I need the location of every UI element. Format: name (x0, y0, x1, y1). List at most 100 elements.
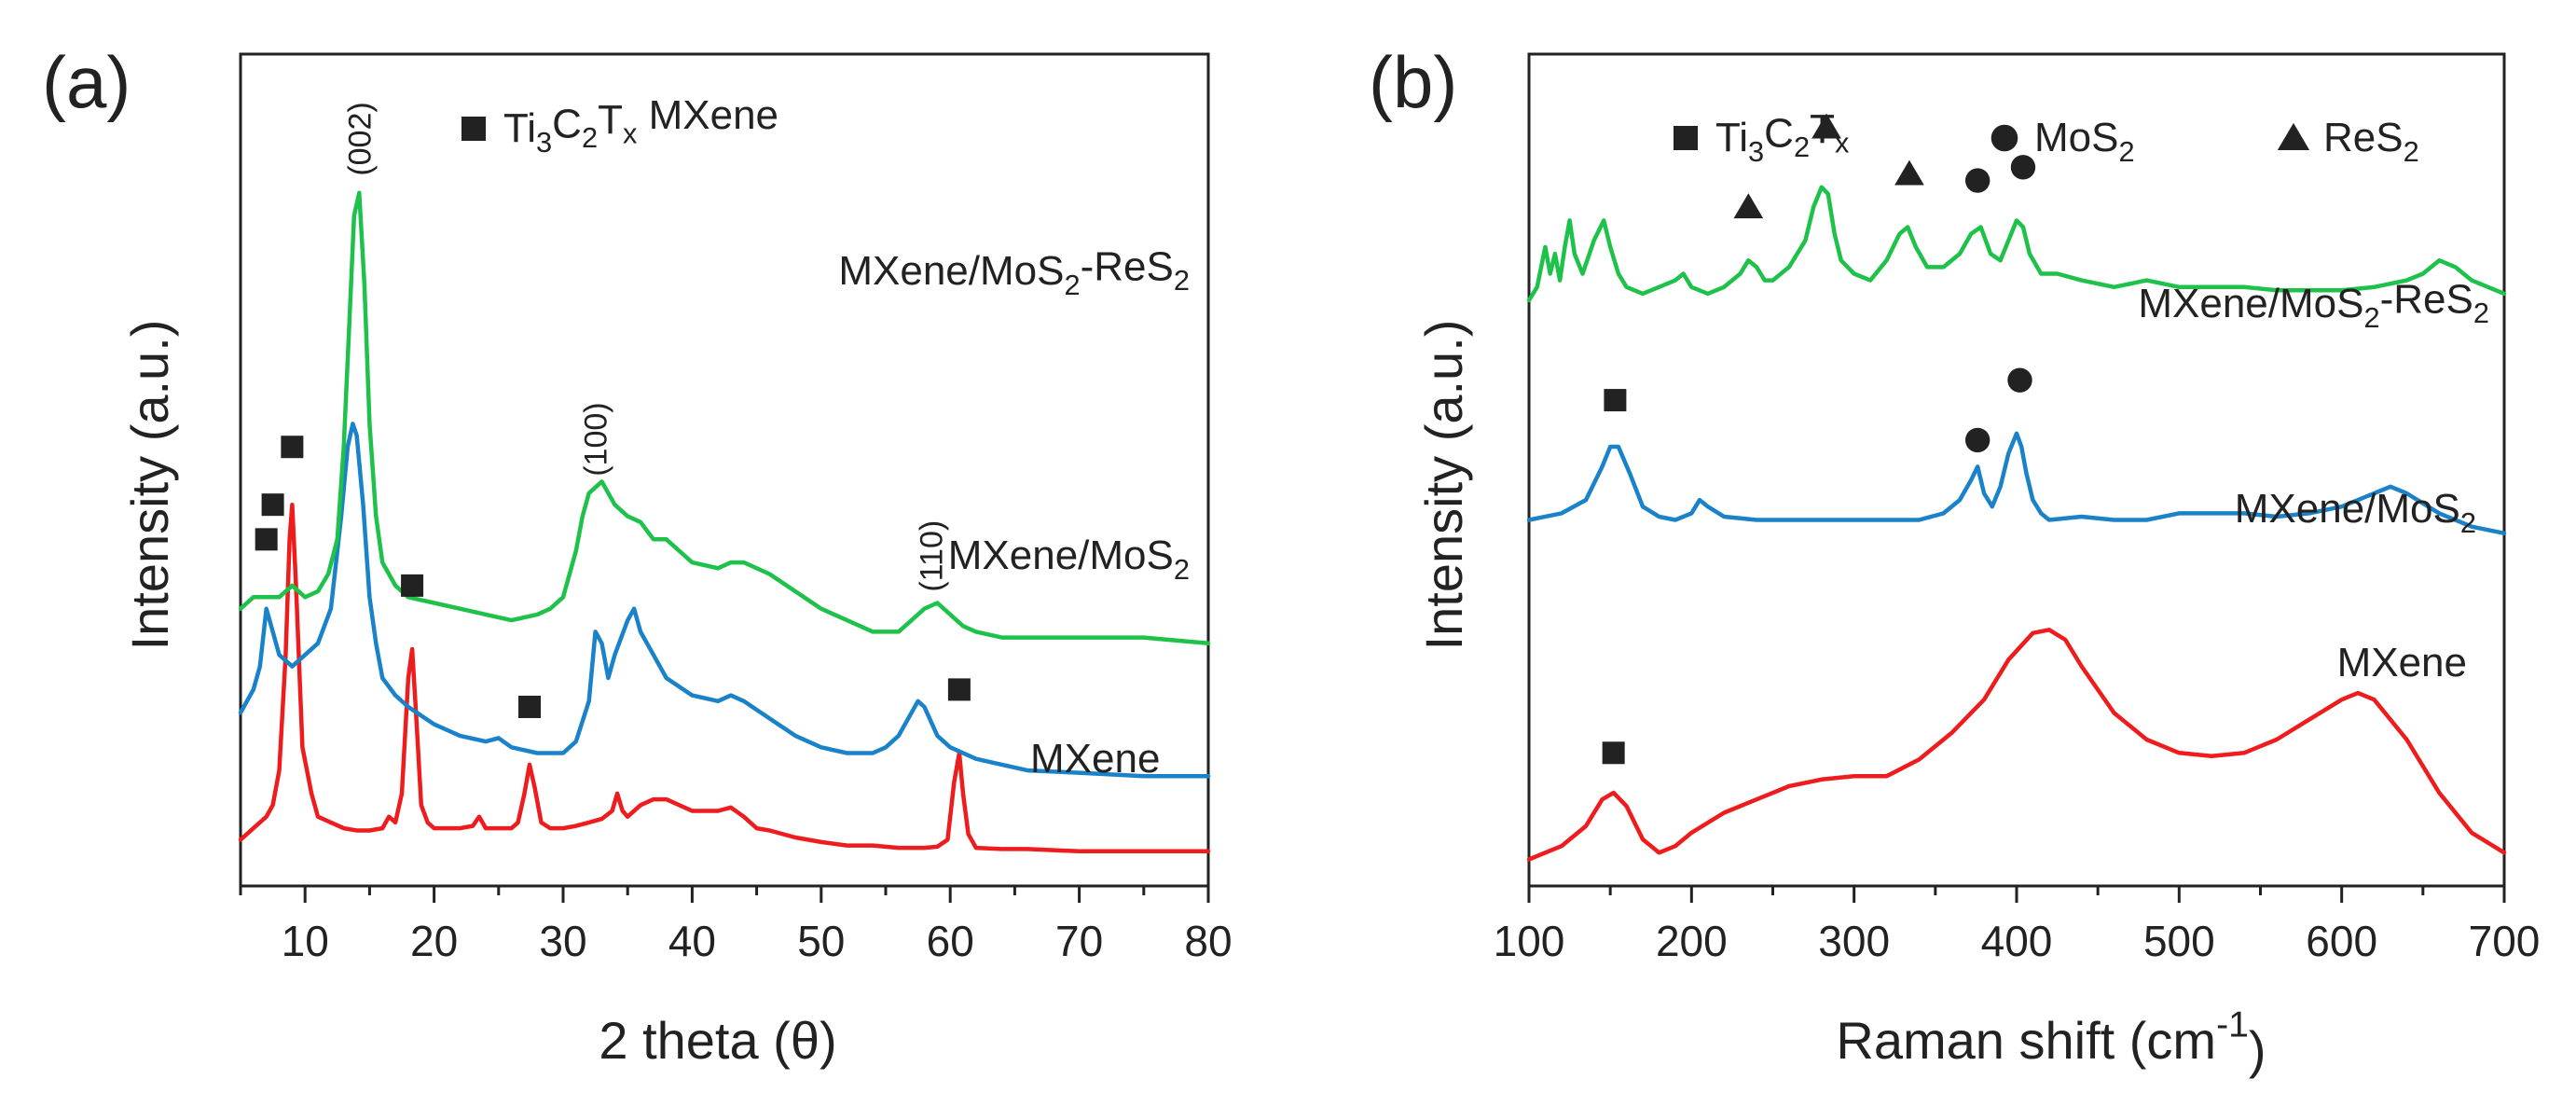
plane-annotation-100: (100) (579, 402, 614, 476)
series-label-mxene-mos2-res2-subscript: 2 (1064, 269, 1080, 301)
series-line-mxene-mos2 (238, 422, 1211, 779)
series-label-mxene-mos2-res2-subscript: 2 (2473, 297, 2489, 329)
x-tick-label-300: 300 (1818, 917, 1890, 965)
series-line-mxene-mos2-res2 (238, 190, 1211, 646)
legend-label-0-subscript: x (1835, 127, 1850, 159)
series-line-mxene-mos2 (1526, 431, 2507, 536)
x-tick-label-20: 20 (410, 917, 458, 965)
x-tick-label-70: 70 (1055, 917, 1103, 965)
panel-a-annotations: (002) (100) (110) (342, 102, 949, 591)
peak-marker-square-mxene (1602, 741, 1625, 765)
series-label-mxene-mos2: MXene/MoS2 (2235, 486, 2476, 539)
panel-b-legend: Ti3C2Tx MoS2 ReS2 (1674, 106, 2419, 168)
peak-marker-square-mxene (947, 678, 971, 701)
panel-a-x-ticks: 10 20 30 40 50 60 70 80 (239, 886, 1233, 965)
peak-marker-circle-mxene-mos2 (1964, 427, 1991, 453)
legend-label-2-subscript: 2 (2404, 135, 2419, 168)
series-label-mxene-mos2-res2-subscript: 2 (2363, 301, 2379, 334)
series-label-mxene-mos2-part: MXene/MoS (948, 533, 1174, 578)
x-tick-label-30: 30 (539, 917, 586, 965)
panel-b-markers (1602, 113, 2036, 765)
peak-marker-square-mxene (518, 695, 542, 718)
legend-label-0-part: MXene (637, 92, 778, 138)
x-tick-label-100: 100 (1494, 917, 1565, 965)
panel-b-plot-frame (1527, 52, 2506, 888)
peak-marker-circle-mxene-mos2-res2 (1964, 168, 1991, 193)
legend-label-1: MoS2 (2034, 115, 2135, 168)
legend-label-2: ReS2 (2323, 115, 2419, 168)
legend-label-0-subscript: x (623, 118, 638, 150)
panel-a-chart: (a) Intensity (a.u.) 2 theta (θ) 10 20 30 4… (42, 41, 1233, 1070)
series-label-mxene-mos2-res2: MXene/MoS2-ReS2 (2138, 276, 2489, 333)
panel-b-series (1526, 185, 2507, 862)
legend-square-icon (1674, 126, 1698, 150)
legend-circle-icon (1991, 124, 2018, 152)
legend-label-0-subscript: 3 (536, 126, 552, 159)
series-label-mxene-part: MXene (2337, 640, 2467, 685)
panel-a-legend: Ti3C2Tx MXene (461, 92, 778, 159)
plane-annotation-002: (002) (342, 102, 378, 175)
series-label-mxene-mos2: MXene/MoS2 (948, 533, 1190, 586)
peak-marker-triangle-mxene-mos2-res2 (1894, 159, 1924, 186)
series-label-mxene-mos2-part: MXene/MoS (2235, 486, 2460, 532)
series-label-mxene-mos2-subscript: 2 (2460, 506, 2476, 539)
peak-marker-triangle-mxene-mos2-res2 (1733, 193, 1764, 219)
peak-marker-triangle-mxene-mos2-res2 (1811, 113, 1841, 139)
x-axis-title-part: ) (2249, 1020, 2266, 1079)
peak-marker-square-mxene-mos2 (255, 528, 278, 551)
panel-b-x-ticks: 100 200 300 400 500 600 700 (1494, 886, 2541, 965)
x-axis-title-part: Raman shift (cm (1836, 1011, 2216, 1070)
panel-a-plot-frame (239, 52, 1210, 888)
legend-square-icon (461, 117, 486, 141)
legend-label-0-part: T (598, 97, 623, 143)
x-axis-title-superscript: -1 (2216, 1004, 2249, 1045)
series-label-mxene-mos2-res2-subscript: 2 (1174, 264, 1190, 297)
series-label-mxene-mos2-res2-part: MXene/MoS (838, 248, 1064, 294)
peak-marker-circle-mxene-mos2-res2 (2010, 155, 2036, 180)
series-label-mxene-mos2-res2-part: MXene/MoS (2138, 281, 2363, 326)
legend-label-1-subscript: 2 (2118, 135, 2134, 168)
legend-label-0: Ti3C2Tx MXene (503, 92, 778, 159)
panel-a-label: (a) (42, 41, 131, 123)
peak-marker-square-mxene-mos2 (1604, 389, 1627, 412)
x-tick-label-80: 80 (1184, 917, 1232, 965)
panel-a-y-axis-title: Intensity (a.u.) (120, 320, 179, 651)
legend-label-0-part: C (1764, 110, 1794, 156)
x-tick-label-600: 600 (2306, 917, 2377, 965)
series-label-mxene-mos2-res2-part: -ReS (1081, 243, 1174, 289)
series-label-mxene: MXene (1030, 736, 1160, 782)
series-line-mxene (238, 502, 1211, 854)
x-tick-label-400: 400 (1981, 917, 2053, 965)
legend-label-0-part: Ti (1715, 115, 1748, 160)
panel-b-x-axis-title: Raman shift (cm-1) (1836, 1004, 2266, 1079)
x-tick-label-60: 60 (927, 917, 974, 965)
legend-label-0-subscript: 3 (1748, 135, 1764, 168)
series-label-mxene-part: MXene (1030, 736, 1160, 782)
series-label-mxene: MXene (2337, 640, 2467, 685)
panel-b-y-axis-title: Intensity (a.u.) (1414, 320, 1473, 651)
series-label-mxene-mos2-res2-part: -ReS (2380, 276, 2473, 322)
series-label-mxene-mos2-subscript: 2 (1174, 553, 1190, 586)
x-tick-label-50: 50 (797, 917, 845, 965)
x-tick-label-10: 10 (282, 917, 329, 965)
legend-label-2-part: ReS (2323, 115, 2404, 160)
legend-label-0: Ti3C2Tx (1715, 106, 1850, 168)
series-line-mxene-mos2-res2 (1526, 185, 2507, 303)
legend-label-1-part: MoS (2034, 115, 2118, 160)
legend-label-0-part: T (1810, 106, 1835, 152)
peak-marker-square-mxene (401, 574, 424, 597)
series-line-mxene (1526, 628, 2507, 862)
x-tick-label-200: 200 (1656, 917, 1728, 965)
x-tick-label-700: 700 (2469, 917, 2541, 965)
plane-annotation-110: (110) (914, 520, 949, 592)
x-tick-label-500: 500 (2143, 917, 2215, 965)
x-tick-label-40: 40 (668, 917, 716, 965)
peak-marker-square-mxene-mos2-res2 (261, 493, 284, 517)
panel-a-x-axis-title: 2 theta (θ) (599, 1011, 836, 1070)
legend-triangle-icon (2277, 122, 2310, 150)
peak-marker-square-mxene (281, 436, 304, 459)
legend-label-0-part: Ti (503, 105, 536, 151)
